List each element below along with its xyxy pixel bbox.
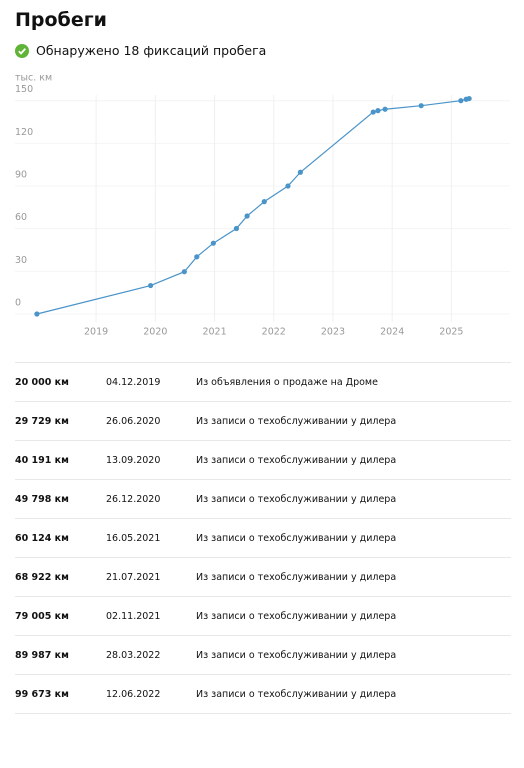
table-cell: 20 000 км [15, 376, 69, 388]
page-title: Пробеги [15, 9, 107, 31]
x-tick-label: 2020 [143, 327, 167, 338]
table-row: 79 005 км 02.11.2021 Из записи о техобслуж… [15, 596, 511, 635]
table-cell: 12.06.2022 [106, 688, 161, 700]
y-tick-label: 120 [15, 127, 33, 138]
point [418, 103, 424, 109]
point [297, 169, 303, 175]
table-cell: 13.09.2020 [106, 454, 161, 466]
table-row: 60 124 км 16.05.2021 Из записи о техобслуж… [15, 518, 511, 557]
table-row: 68 922 км 21.07.2021 Из записи о техобслуж… [15, 557, 511, 596]
point [466, 95, 472, 102]
x-tick-label: 2022 [262, 327, 286, 338]
table-cell: 26.06.2020 [106, 415, 161, 427]
table-row: 20 000 км 04.12.2019 Из объявления о прода… [15, 362, 511, 401]
table-cell: 49 798 км [15, 493, 69, 505]
x-tick-label: 2023 [321, 327, 345, 338]
point [194, 254, 200, 260]
table-cell: 16.05.2021 [106, 532, 161, 544]
check-icon [15, 43, 29, 58]
point [147, 282, 154, 289]
point [382, 106, 388, 112]
table-cell: 04.12.2019 [106, 376, 161, 388]
table-row: 49 798 км 26.12.2020 Из записи о техобслуж… [15, 479, 511, 518]
point [181, 269, 187, 275]
table-cell: Из записи о техобслуживании у дилера [196, 610, 397, 622]
y-tick-label: 60 [15, 212, 27, 223]
table-cell: Из записи о техобслуживании у дилера [196, 649, 397, 661]
point [233, 225, 240, 232]
line [36, 97, 470, 315]
table-cell: 29 729 км [15, 415, 69, 427]
table-cell: 26.12.2020 [106, 493, 161, 505]
point [458, 98, 464, 104]
table-cell: 02.11.2021 [106, 610, 161, 622]
point [375, 108, 381, 114]
point [261, 199, 267, 205]
table-cell: Из записи о техобслуживании у дилера [196, 571, 397, 583]
table-cell: Из записи о техобслуживании у дилера [196, 688, 397, 700]
table-row: 40 191 км 13.09.2020 Из записи о техобслуж… [15, 440, 511, 479]
point [285, 183, 291, 189]
y-tick-label: 90 [15, 170, 27, 181]
table-row: 89 987 км 28.03.2022 Из записи о техобслуж… [15, 635, 511, 674]
y-axis-label: тыс. км [15, 73, 52, 84]
x-tick-label: 2024 [380, 327, 404, 338]
y-tick-label: 0 [15, 298, 21, 309]
chart: тыс. км 0 30 60 90 120 150 2019 2020 2021 2022 2023… [15, 73, 510, 338]
point [210, 240, 216, 246]
y-tick-label: 150 [15, 84, 33, 95]
status-text: Обнаружено 18 фиксаций пробега [36, 43, 267, 58]
table-cell: Из записи о техобслуживании у дилера [196, 532, 397, 544]
table-cell: 79 005 км [15, 610, 69, 622]
table-cell: Из объявления о продаже на Дроме [196, 376, 378, 388]
table-cell: 68 922 км [15, 571, 69, 583]
table-cell: 99 673 км [15, 688, 69, 700]
point [370, 109, 376, 115]
table-cell: 21.07.2021 [106, 571, 161, 583]
point [244, 213, 250, 219]
table-row: 99 673 км 12.06.2022 Из записи о техобслуж… [15, 674, 511, 714]
point [34, 311, 40, 317]
table-cell: Из записи о техобслуживании у дилера [196, 415, 397, 427]
x-tick-label: 2021 [202, 327, 226, 338]
table-cell: Из записи о техобслуживании у дилера [196, 493, 397, 505]
table: 20 000 км 04.12.2019 Из объявления о прода… [15, 362, 511, 714]
table-cell: 89 987 км [15, 649, 69, 661]
table-cell: 40 191 км [15, 454, 69, 466]
x-tick-label: 2019 [84, 327, 108, 338]
x-tick-label: 2025 [439, 327, 463, 338]
table-cell: 28.03.2022 [106, 649, 161, 661]
y-tick-label: 30 [15, 255, 27, 266]
table-row: 29 729 км 26.06.2020 Из записи о техобслуж… [15, 401, 511, 440]
status: Обнаружено 18 фиксаций пробега [15, 43, 266, 58]
table-cell: 60 124 км [15, 532, 69, 544]
table-cell: Из записи о техобслуживании у дилера [196, 454, 397, 466]
